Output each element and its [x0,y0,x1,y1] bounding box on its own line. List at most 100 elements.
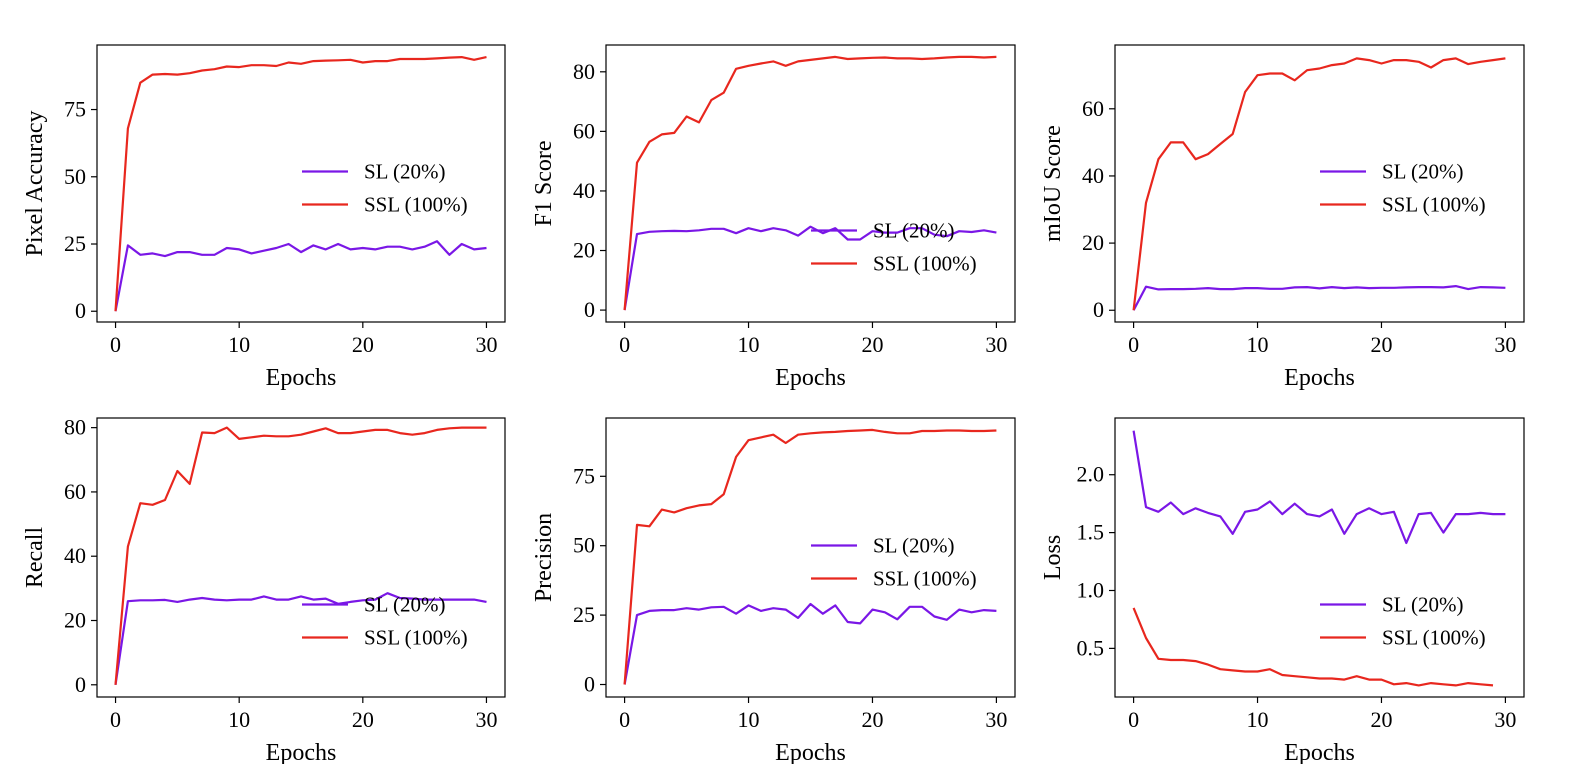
y-tick-label: 75 [573,463,595,488]
series-line-ssl [623,428,997,685]
series-line-sl [114,592,487,685]
x-tick-label: 0 [619,707,630,732]
y-tick-label: 2.0 [1077,462,1105,487]
legend-label-ssl: SSL (100%) [364,626,468,650]
legend-label-ssl: SSL (100%) [1382,626,1486,650]
series-line-ssl [114,426,487,685]
y-axis-label: Recall [22,527,48,589]
legend: SL (20%) SSL (100%) [811,534,977,591]
y-tick-label: 60 [1082,96,1104,121]
y-tick-label: 20 [573,238,595,263]
legend: SL (20%) SSL (100%) [1320,160,1486,217]
x-tick-label: 0 [1128,707,1139,732]
legend: SL (20%) SSL (100%) [1320,593,1486,650]
y-tick-label: 25 [573,602,595,627]
y-tick-label: 0 [75,298,86,323]
y-tick-label: 80 [64,415,86,440]
x-axis-label: Epochs [775,365,846,391]
y-tick-label: 25 [64,231,86,256]
y-tick-label: 1.5 [1077,520,1105,545]
series-line-sl [623,602,997,685]
legend: SL (20%) SSL (100%) [302,593,468,650]
series-line-ssl [623,55,997,311]
subplot-3: 0 10 20 30 0 20 40 60 Epochs mIoU Score SL (20%) SS… [1040,44,1525,391]
series-line-sl [623,225,997,311]
x-axis-label: Epochs [1284,365,1355,391]
subplot-5: 0 10 20 30 0 25 50 75 Epochs Precision SL (20%) SSL… [531,417,1016,764]
series-line-sl [1132,285,1506,311]
x-tick-label: 0 [1128,332,1139,357]
x-tick-label: 10 [228,332,250,357]
x-axis-label: Epochs [266,365,337,391]
y-tick-label: 40 [573,178,595,203]
plot-frame [605,44,1016,323]
subplot-1: 0 10 20 30 0 25 50 75 Epochs Pixel Accuracy SL (20… [22,44,506,391]
y-axis-label: Loss [1040,535,1066,580]
legend-label-sl: SL (20%) [873,219,954,243]
x-tick-label: 10 [738,707,760,732]
x-tick-label: 20 [1370,707,1392,732]
x-tick-label: 30 [1494,332,1516,357]
legend-label-ssl: SSL (100%) [364,193,468,217]
y-tick-label: 0 [1093,297,1104,322]
y-tick-label: 0 [75,672,86,697]
legend: SL (20%) SSL (100%) [811,219,977,276]
x-tick-label: 0 [110,332,121,357]
y-axis-label: F1 Score [531,141,557,227]
y-tick-label: 50 [64,164,86,189]
series-line-ssl [1132,57,1506,311]
x-axis-label: Epochs [266,740,337,764]
x-axis-label: Epochs [1284,740,1355,764]
x-tick-label: 30 [475,332,497,357]
legend-label-sl: SL (20%) [364,160,445,184]
plot-frame [1114,44,1525,323]
x-tick-label: 10 [1247,707,1269,732]
y-tick-label: 75 [64,97,86,122]
series-line-ssl [114,55,487,312]
y-tick-label: 40 [1082,163,1104,188]
y-tick-label: 40 [64,543,86,568]
series-line-sl [1132,430,1506,545]
plot-frame [1114,417,1525,698]
legend-label-sl: SL (20%) [1382,593,1463,617]
y-tick-label: 80 [573,59,595,84]
legend-label-ssl: SSL (100%) [873,252,977,276]
x-tick-label: 30 [1494,707,1516,732]
y-tick-label: 1.0 [1077,577,1105,602]
plot-frame [605,417,1016,698]
legend-label-ssl: SSL (100%) [1382,193,1486,217]
y-tick-label: 60 [573,118,595,143]
y-tick-label: 0.5 [1077,635,1105,660]
x-tick-label: 10 [1247,332,1269,357]
x-tick-label: 0 [619,332,630,357]
y-tick-label: 20 [1082,230,1104,255]
subplot-2: 0 10 20 30 0 20 40 60 80 Epochs F1 Score SL (20%) SS… [531,44,1016,391]
legend: SL (20%) SSL (100%) [302,160,468,217]
x-tick-label: 20 [861,707,883,732]
legend-label-sl: SL (20%) [873,534,954,558]
x-tick-label: 30 [985,707,1007,732]
x-tick-label: 20 [352,707,374,732]
plot-frame [96,44,506,323]
legend-label-ssl: SSL (100%) [873,567,977,591]
series-line-ssl [1132,607,1494,687]
legend-label-sl: SL (20%) [1382,160,1463,184]
y-axis-label: Pixel Accuracy [22,111,48,257]
x-tick-label: 20 [1370,332,1392,357]
x-tick-label: 10 [228,707,250,732]
x-tick-label: 30 [985,332,1007,357]
y-tick-label: 50 [573,533,595,558]
x-tick-label: 0 [110,707,121,732]
series-line-sl [114,240,487,312]
x-tick-label: 10 [738,332,760,357]
legend-label-sl: SL (20%) [364,593,445,617]
x-tick-label: 30 [475,707,497,732]
y-axis-label: mIoU Score [1040,125,1066,242]
plot-frame [96,417,506,698]
x-axis-label: Epochs [775,740,846,764]
subplot-4: 0 10 20 30 0 20 40 60 80 Epochs Recall SL (20%) SSL … [22,415,506,764]
subplot-6: 0 10 20 30 0.5 1.0 1.5 2.0 Epochs Loss SL (20%) SSL… [1040,417,1525,764]
y-tick-label: 60 [64,479,86,504]
y-tick-label: 20 [64,608,86,633]
